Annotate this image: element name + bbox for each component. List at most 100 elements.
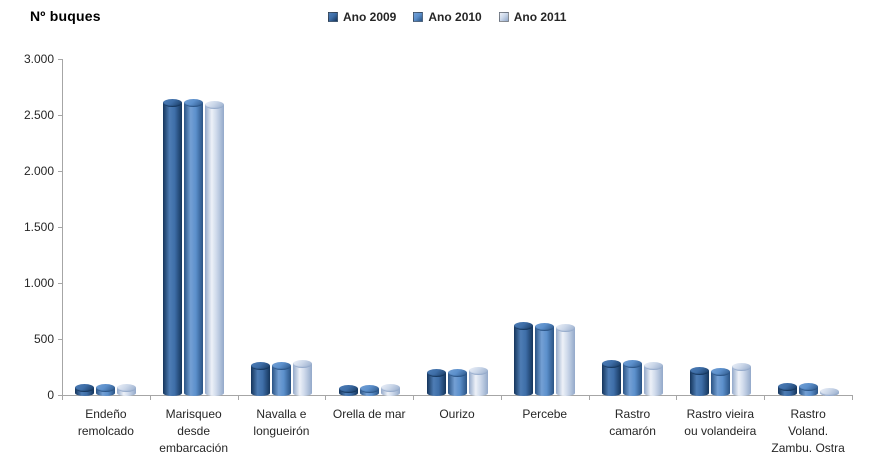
x-category-label-line: Zambu. Ostra	[771, 441, 845, 455]
x-category-label-percebe: Percebe	[495, 406, 595, 423]
bar-ano-2011-rastro-vieira-ou-volandeira	[731, 363, 751, 396]
bar-body	[777, 387, 797, 396]
bar-top-ellipse	[96, 384, 116, 393]
x-tick	[500, 396, 502, 400]
bar-top-ellipse	[602, 360, 622, 369]
bar-ano-2010-ende-o-remolcado	[96, 384, 116, 396]
bar-body	[689, 371, 709, 396]
bar-ano-2011-orella-de-mar	[380, 384, 400, 396]
bar-ano-2011-navalla-e-longueir-n	[292, 359, 312, 396]
x-category-label-line: Voland.	[788, 424, 829, 438]
x-tick	[764, 396, 766, 400]
bar-top-ellipse	[777, 383, 797, 392]
bar-top-ellipse	[75, 384, 95, 393]
x-category-label-line: remolcado	[77, 424, 134, 438]
bar-top-ellipse	[556, 323, 576, 332]
x-category-label-rastro-vieira-ou-volandeira: Rastro vieira ou volandeira	[670, 406, 770, 440]
bar-ano-2011-rastro-camar-n	[644, 362, 664, 396]
bar-body	[535, 327, 555, 396]
bar-body	[163, 102, 183, 396]
bar-ano-2010-rastro-voland-zambu-ostra	[798, 383, 818, 396]
bar-top-ellipse	[447, 369, 467, 378]
x-tick	[237, 396, 239, 400]
legend-label-ano-2009: Ano 2009	[343, 10, 397, 24]
bar-ano-2009-rastro-camar-n	[602, 360, 622, 396]
legend-item-ano-2011: Ano 2011	[498, 10, 567, 24]
x-category-label-marisqueo-desde-embarcaci-n: Marisqueo desde embarcación	[144, 406, 244, 457]
bar-top-ellipse	[623, 359, 643, 368]
bar-top-ellipse	[338, 384, 358, 393]
bar-ano-2011-ourizo	[468, 367, 488, 396]
bar-ano-2010-rastro-camar-n	[623, 359, 643, 396]
bar-body	[205, 104, 225, 396]
y-tick-label: 2.500	[23, 108, 54, 122]
y-tick	[58, 227, 62, 228]
legend-label-ano-2010: Ano 2010	[428, 10, 482, 24]
bar-top-ellipse	[271, 361, 291, 370]
bar-body	[292, 363, 312, 396]
bar-ano-2009-ourizo	[426, 368, 446, 396]
bar-top-ellipse	[819, 387, 839, 396]
x-category-label-line: Ourizo	[439, 407, 475, 421]
bar-body	[75, 388, 95, 396]
bar-ano-2011-rastro-voland-zambu-ostra	[819, 387, 839, 396]
bar-ano-2011-ende-o-remolcado	[117, 383, 137, 396]
bar-ano-2010-rastro-vieira-ou-volandeira	[710, 368, 730, 396]
bar-top-ellipse	[798, 383, 818, 392]
x-tick	[852, 396, 853, 400]
bar-body	[798, 387, 818, 396]
x-category-label-line: longueirón	[253, 424, 310, 438]
bar-body	[271, 365, 291, 396]
bar-body	[556, 327, 576, 396]
x-tick	[149, 396, 151, 400]
bar-top-ellipse	[710, 368, 730, 377]
x-category-label-rastro-voland-zambu-ostra: Rastro Voland. Zambu. Ostra	[758, 406, 858, 457]
legend-label-ano-2011: Ano 2011	[513, 10, 567, 24]
bar-body	[117, 387, 137, 396]
x-tick	[588, 396, 590, 400]
x-category-label-ende-o-remolcado: Endeño remolcado	[56, 406, 156, 440]
legend-item-ano-2009: Ano 2009	[328, 10, 396, 24]
bar-ano-2009-orella-de-mar	[338, 384, 358, 396]
bar-body	[447, 373, 467, 396]
bar-top-ellipse	[689, 367, 709, 376]
bar-ano-2009-rastro-vieira-ou-volandeira	[689, 367, 709, 396]
legend-marker-ano-2011	[498, 12, 509, 22]
legend-item-ano-2010: Ano 2010	[413, 10, 482, 24]
bar-body	[380, 388, 400, 396]
bar-ano-2011-percebe	[556, 323, 576, 396]
bar-ano-2010-marisqueo-desde-embarcaci-n	[184, 98, 204, 396]
x-category-label-orella-de-mar: Orella de mar	[319, 406, 419, 423]
bar-body	[514, 325, 534, 396]
bar-top-ellipse	[514, 321, 534, 330]
x-category-label-navalla-e-longueir-n: Navalla e longueirón	[231, 406, 331, 440]
bar-top-ellipse	[117, 383, 137, 392]
y-tick-label: 1.500	[23, 220, 54, 234]
bar-body	[96, 388, 116, 396]
x-category-label-line: Navalla e	[256, 407, 307, 421]
x-tick	[325, 396, 327, 400]
bar-ano-2010-orella-de-mar	[359, 384, 379, 396]
x-category-label-line: embarcación	[159, 441, 228, 455]
x-category-label-line: Orella de mar	[332, 407, 406, 421]
y-tick-label: 1.000	[23, 276, 54, 290]
bar-top-ellipse	[205, 100, 225, 109]
bar-top-ellipse	[426, 368, 446, 377]
x-category-label-line: Marisqueo	[165, 407, 222, 421]
bar-ano-2009-marisqueo-desde-embarcaci-n	[163, 98, 183, 396]
bar-ano-2009-navalla-e-longueir-n	[250, 362, 270, 396]
y-tick	[58, 115, 62, 116]
x-category-label-line: ou volandeira	[684, 424, 757, 438]
bar-ano-2011-marisqueo-desde-embarcaci-n	[205, 100, 225, 396]
x-tick	[62, 396, 63, 400]
x-category-label-line: Percebe	[522, 407, 568, 421]
x-tick	[676, 396, 678, 400]
bar-top-ellipse	[644, 362, 664, 371]
bar-body	[623, 363, 643, 396]
x-category-label-line: Endeño	[85, 407, 127, 421]
bar-top-ellipse	[292, 359, 312, 368]
bar-body	[644, 366, 664, 396]
bar-body	[468, 371, 488, 396]
bar-top-ellipse	[535, 323, 555, 332]
